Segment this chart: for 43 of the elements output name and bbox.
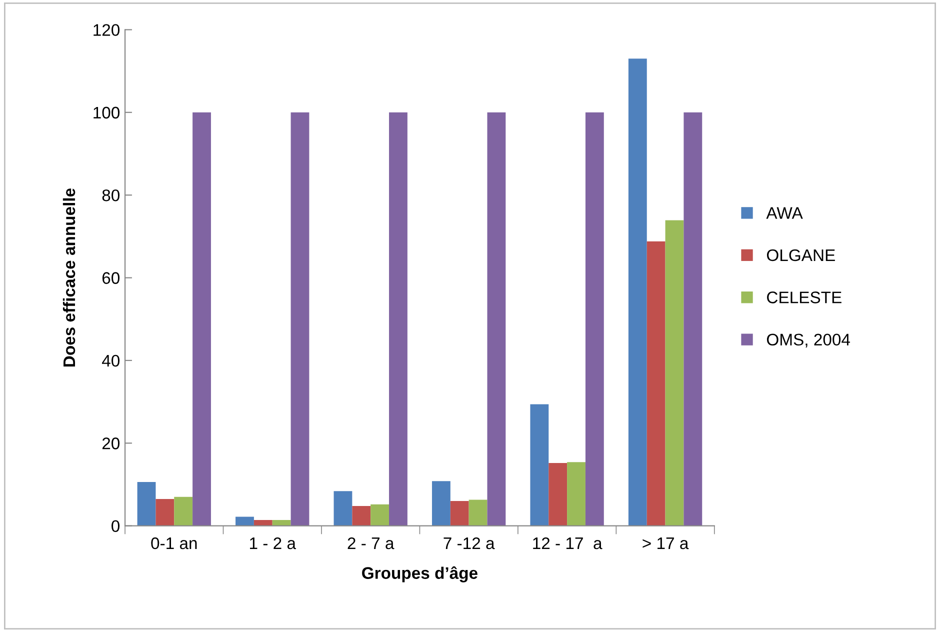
bar [530,404,549,526]
y-tick-label: 20 [102,438,120,450]
bar [548,462,568,526]
y-tick-label: 100 [94,106,120,119]
bar [646,241,666,526]
bar [272,520,291,526]
x-tick-label: 0-1 an [151,537,197,550]
bar [254,520,272,526]
legend-label: OLGANE [766,249,835,262]
bar [665,220,684,526]
bar [370,504,390,526]
y-tick-label: 120 [94,24,120,36]
bar [468,500,488,526]
y-tick-label: 0 [112,520,120,532]
y-tick-label: 80 [102,189,120,202]
x-axis-title: Groupes d’âge [362,566,478,582]
y-tick-label: 40 [102,354,120,367]
bar [156,498,174,526]
bar [567,462,586,526]
bar [352,506,371,526]
x-tick-label: > 17 a [642,538,689,550]
x-tick-label: 7 -12 a [444,537,495,550]
bar [236,516,254,526]
bar [450,501,469,526]
bar [684,112,702,526]
x-tick-label: 12 - 17 a [533,537,602,550]
y-axis-title: Does efficace annuelle [62,188,76,366]
legend-label: CELESTE [767,292,842,304]
legend-label: OMS, 2004 [766,334,850,348]
bar [432,481,450,526]
bar [174,496,193,526]
legend-label: AWA [766,207,803,219]
x-tick-label: 1 - 2 a [250,537,296,550]
bar [334,491,352,526]
bar [487,112,506,526]
bar [628,58,647,526]
bar [389,112,408,526]
bar [137,482,156,526]
y-tick-label: 60 [102,272,120,284]
x-tick-label: 2 - 7 a [348,537,394,550]
bar [585,112,604,526]
bar [192,112,211,526]
bar [290,112,310,526]
